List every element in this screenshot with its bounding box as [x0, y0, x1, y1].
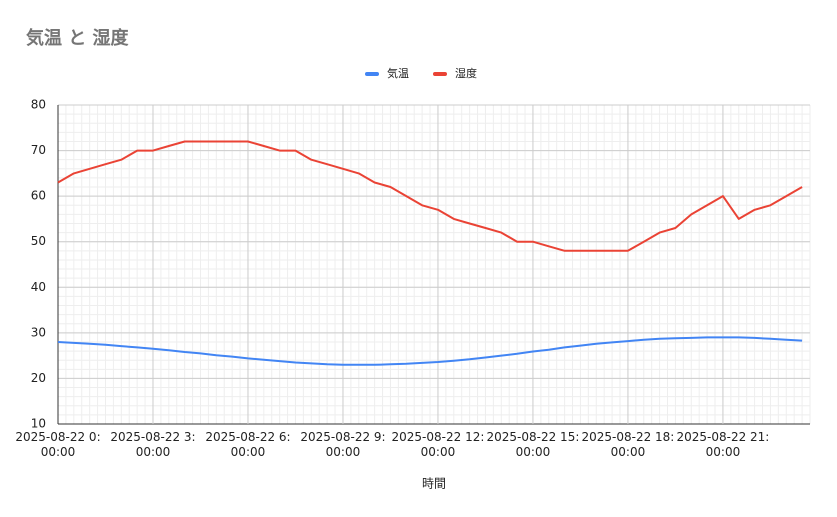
y-tick-label: 80: [31, 98, 46, 112]
x-tick-label: 2025-08-22 18: 00:00: [581, 430, 674, 459]
legend-label: 気温: [387, 66, 409, 80]
x-axis-label: 時間: [422, 477, 446, 491]
series-line: [57, 140, 803, 252]
y-tick-label: 60: [31, 189, 46, 203]
x-tick-label: 2025-08-22 0: 00:00: [15, 430, 100, 459]
y-tick-label: 50: [31, 234, 46, 248]
x-tick-label: 2025-08-22 3: 00:00: [110, 430, 195, 459]
legend-label: 湿度: [455, 66, 477, 80]
y-tick-label: 30: [31, 325, 46, 339]
y-tick-label: 70: [31, 143, 46, 157]
x-tick-label: 2025-08-22 9: 00:00: [300, 430, 385, 459]
series-line: [57, 336, 803, 366]
x-tick-label: 2025-08-22 12: 00:00: [392, 430, 485, 459]
x-tick-label: 2025-08-22 21: 00:00: [676, 430, 769, 459]
x-tick-label: 2025-08-22 15: 00:00: [487, 430, 580, 459]
x-tick-label: 2025-08-22 6: 00:00: [205, 430, 290, 459]
y-tick-label: 40: [31, 280, 46, 294]
chart-title: 気温 と 湿度: [26, 27, 130, 49]
y-tick-label: 10: [31, 417, 46, 431]
y-tick-label: 20: [31, 371, 46, 385]
